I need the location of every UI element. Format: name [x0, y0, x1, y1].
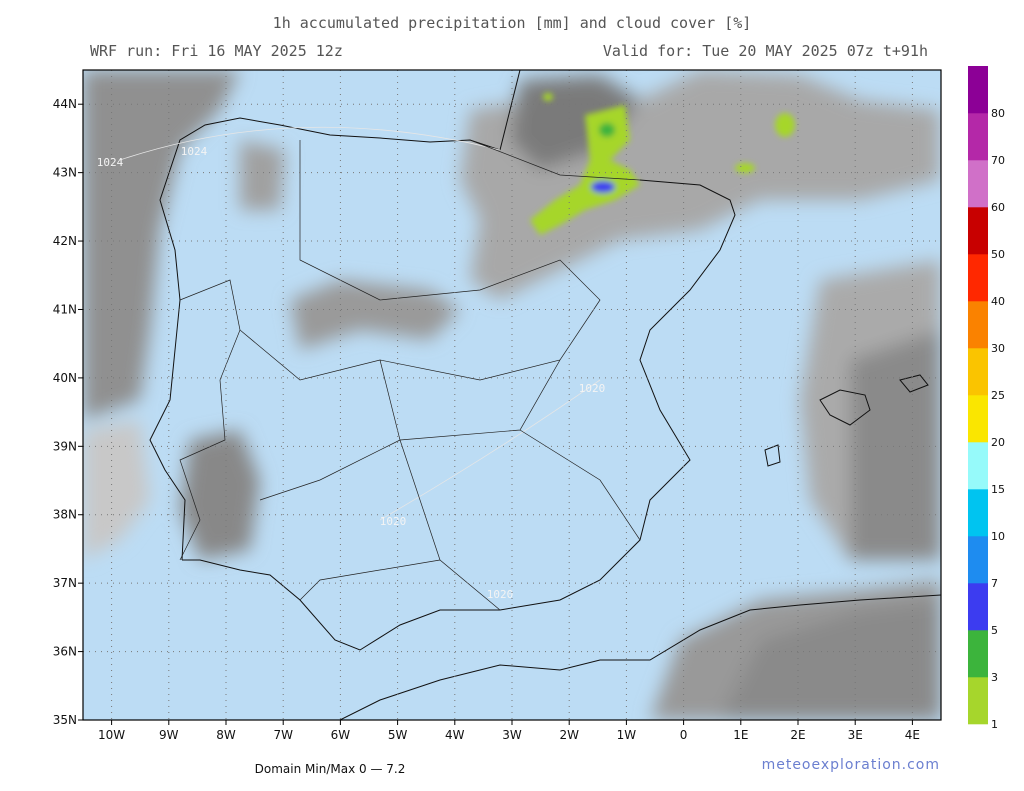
colorbar-segment: [968, 395, 988, 443]
isobar-labels: 1024 1024 1020 1020 1020: [97, 145, 606, 601]
colorbar-label: 1: [991, 718, 998, 731]
colorbar-label: 10: [991, 530, 1005, 543]
precipitation: [530, 93, 795, 235]
x-tick-label: 1W: [617, 728, 637, 742]
colorbar-segment: [968, 254, 988, 302]
colorbar-label: 3: [991, 671, 998, 684]
graticule: [83, 70, 941, 720]
y-tick-label: 42N: [53, 234, 77, 248]
colorbar-label: 80: [991, 107, 1005, 120]
colorbar-segment: [968, 160, 988, 208]
borders: [179, 139, 641, 611]
isobar-label: 1020: [487, 588, 514, 601]
colorbar-segment: [968, 66, 988, 114]
colorbar-label: 60: [991, 201, 1005, 214]
y-tick-label: 37N: [53, 576, 77, 590]
x-tick-label: 10W: [98, 728, 125, 742]
colorbar-segment: [968, 301, 988, 349]
domain-minmax: Domain Min/Max 0 — 7.2: [255, 762, 406, 776]
colorbar-segment: [968, 536, 988, 584]
isobar-label: 1020: [579, 382, 606, 395]
x-tick-label: 3W: [502, 728, 522, 742]
cloud-cover: [83, 70, 941, 720]
y-tick-label: 43N: [53, 166, 77, 180]
colorbar-segment: [968, 207, 988, 255]
y-tick-label: 35N: [53, 713, 77, 727]
x-tick-label: 0: [680, 728, 688, 742]
title: 1h accumulated precipitation [mm] and cl…: [273, 14, 752, 32]
x-tick-label: 1E: [733, 728, 748, 742]
colorbar-segment: [968, 583, 988, 631]
colorbar-segment: [968, 442, 988, 490]
colorbar-label: 5: [991, 624, 998, 637]
x-tick-label: 2E: [790, 728, 805, 742]
colorbar-label: 7: [991, 577, 998, 590]
x-tick-label: 3E: [848, 728, 863, 742]
valid-time: Valid for: Tue 20 MAY 2025 07z t+91h: [603, 42, 928, 60]
x-tick-label: 8W: [216, 728, 236, 742]
colorbar-label: 50: [991, 248, 1005, 261]
colorbar-label: 70: [991, 154, 1005, 167]
x-tick-label: 7W: [273, 728, 293, 742]
colorbar: 1 3 5 7 10 15 20 25 30 40 50 60 70 80: [968, 66, 1005, 731]
x-tick-label: 4W: [445, 728, 465, 742]
colorbar-label: 30: [991, 342, 1005, 355]
x-tick-label: 9W: [159, 728, 179, 742]
run-time: WRF run: Fri 16 MAY 2025 12z: [90, 42, 343, 60]
colorbar-label: 25: [991, 389, 1005, 402]
axes: 10W 9W 8W 7W 6W 5W 4W 3W 2W 1W 0 1E 2E 3E 4E 35N 36N 37N 3…: [53, 97, 920, 742]
isobar-label: 1024: [181, 145, 208, 158]
y-tick-label: 38N: [53, 508, 77, 522]
colorbar-segment: [968, 489, 988, 537]
colorbar-segment: [968, 630, 988, 678]
colorbar-label: 40: [991, 295, 1005, 308]
colorbar-label: 15: [991, 483, 1005, 496]
credit[interactable]: meteoexploration.com: [762, 757, 940, 773]
y-tick-label: 40N: [53, 371, 77, 385]
colorbar-segment: [968, 348, 988, 396]
x-tick-label: 6W: [331, 728, 351, 742]
y-tick-label: 41N: [53, 302, 77, 316]
y-tick-label: 36N: [53, 645, 77, 659]
isobar-label: 1020: [380, 515, 407, 528]
colorbar-label: 20: [991, 436, 1005, 449]
y-tick-label: 39N: [53, 439, 77, 453]
isobar-label: 1024: [97, 156, 124, 169]
y-tick-label: 44N: [53, 97, 77, 111]
colorbar-segment: [968, 113, 988, 161]
x-tick-label: 5W: [388, 728, 408, 742]
map-area: 1024 1024 1020 1020 1020: [83, 70, 941, 720]
x-tick-label: 2W: [559, 728, 579, 742]
coastline: [119, 70, 941, 720]
x-tick-label: 4E: [905, 728, 920, 742]
colorbar-segment: [968, 677, 988, 725]
